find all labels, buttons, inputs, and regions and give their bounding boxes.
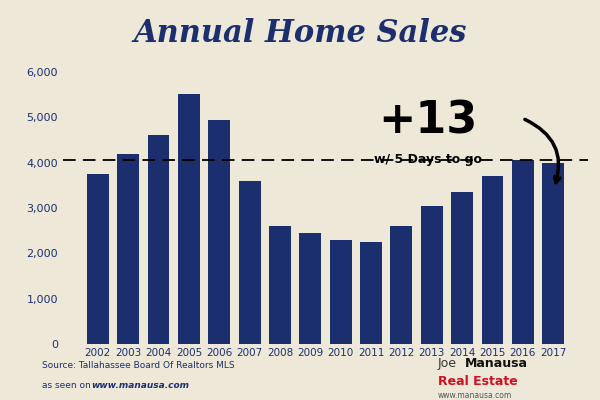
Text: www.manausa.com: www.manausa.com <box>438 391 512 400</box>
Text: www.manausa.com: www.manausa.com <box>91 381 189 390</box>
Bar <box>117 154 139 344</box>
Text: Real Estate: Real Estate <box>438 375 518 388</box>
Bar <box>239 181 260 344</box>
Bar <box>208 120 230 344</box>
Bar <box>330 240 352 344</box>
Text: Source: Tallahassee Board Of Realtors MLS: Source: Tallahassee Board Of Realtors ML… <box>42 361 235 370</box>
Bar <box>512 160 534 344</box>
Bar <box>148 134 169 344</box>
Text: Annual Home Sales: Annual Home Sales <box>133 18 467 49</box>
Bar <box>178 94 200 344</box>
Text: Joe: Joe <box>438 357 457 370</box>
Bar <box>360 242 382 344</box>
Text: Manausa: Manausa <box>465 357 528 370</box>
Bar <box>421 206 443 344</box>
Text: +13: +13 <box>378 100 478 142</box>
Text: w/ 5 Days to go: w/ 5 Days to go <box>374 152 482 166</box>
Bar <box>299 233 321 344</box>
Bar <box>451 192 473 344</box>
Bar <box>391 226 412 344</box>
Bar <box>269 226 291 344</box>
Bar <box>482 176 503 344</box>
Bar <box>87 174 109 344</box>
Bar <box>542 163 564 344</box>
Text: as seen on: as seen on <box>42 381 94 390</box>
